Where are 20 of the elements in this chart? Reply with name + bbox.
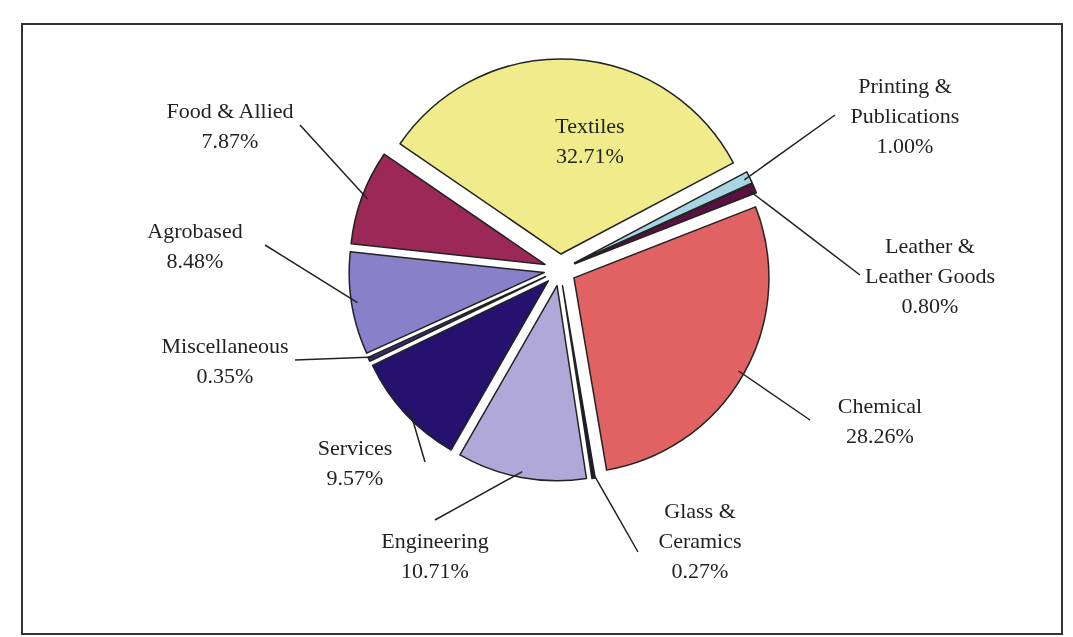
data-label: 32.71% xyxy=(556,143,624,168)
slice-label: Agrobased xyxy=(147,218,243,243)
data-label: 0.80% xyxy=(901,293,959,318)
slice-label: Food & Allied xyxy=(166,98,294,123)
legend-label: Chemical xyxy=(837,393,923,418)
data-label: 8.48% xyxy=(166,248,224,273)
data-label: 28.26% xyxy=(846,423,914,448)
data-label: 10.71% xyxy=(401,558,469,583)
data-label: 9.57% xyxy=(326,465,384,490)
slice-label: Textiles xyxy=(555,113,625,138)
data-label: 7.87% xyxy=(201,128,259,153)
data-label: 0.27% xyxy=(671,558,729,583)
slice-label: Engineering xyxy=(381,528,489,553)
slice-label: Printing & Publications xyxy=(850,73,960,128)
slice-label: Glass & Ceramics xyxy=(658,498,742,553)
data-label: 0.35% xyxy=(196,363,254,388)
slice-label: Services xyxy=(317,435,393,460)
slice-label: Miscellaneous xyxy=(161,333,289,358)
data-label: 1.00% xyxy=(876,133,934,158)
slice-label: Leather & Leather Goods xyxy=(864,233,996,288)
